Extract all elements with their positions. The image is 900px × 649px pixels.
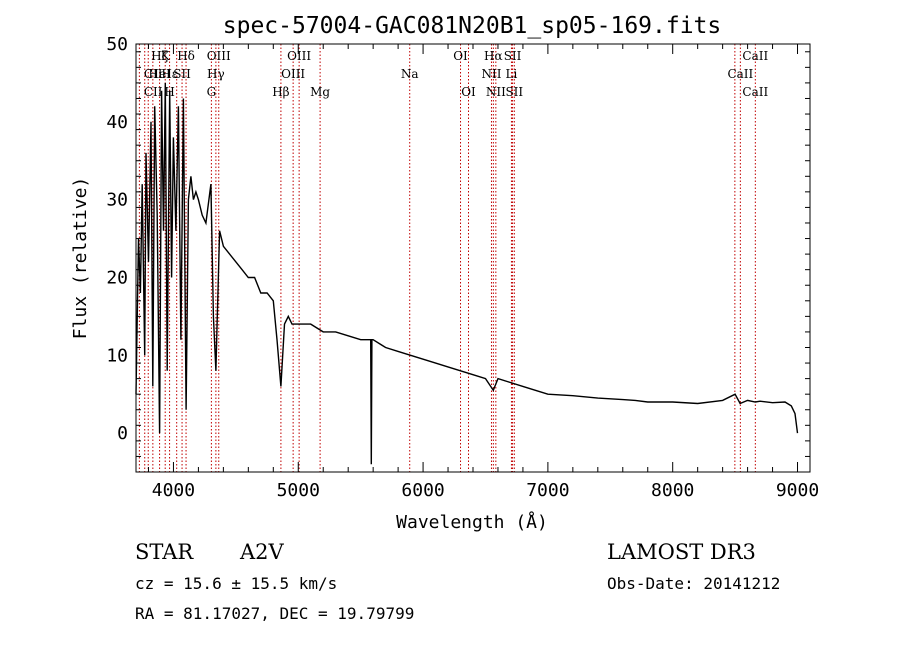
line-label: CaII (727, 67, 753, 81)
line-label: Hα (484, 49, 503, 63)
y-axis-label: Flux (relative) (70, 177, 91, 340)
line-label: G (207, 85, 217, 99)
plot-frame (135, 43, 811, 473)
line-label: NII (486, 85, 506, 99)
line-label: OIII (207, 49, 231, 63)
line-label: HeI (148, 67, 171, 81)
emission-line-markers (138, 44, 756, 472)
line-label: CII (144, 67, 163, 81)
survey-name: LAMOST DR3 (607, 540, 756, 564)
line-label: Hδ (177, 49, 195, 63)
line-label: OI (461, 85, 476, 99)
ra-dec-coordinates: RA = 81.17027, DEC = 19.79799 (135, 604, 414, 623)
line-label: SII (505, 85, 523, 99)
y-tick-label: 50 (106, 34, 128, 55)
x-tick-label: 5000 (277, 480, 320, 501)
line-label: SII (504, 49, 522, 63)
x-tick-label: 8000 (651, 480, 694, 501)
line-label: CII (144, 85, 163, 99)
line-label: SII (173, 67, 191, 81)
line-label: OI (453, 49, 468, 63)
line-label: Mg (310, 85, 330, 99)
y-axis-ticks: 0 10 20 30 40 50 (106, 34, 810, 473)
line-label: OIII (287, 49, 311, 63)
object-subclass: A2V (239, 540, 285, 564)
line-label: Hβ (272, 85, 289, 99)
redshift-cz: cz = 15.6 ± 15.5 km/s (135, 574, 337, 593)
observation-date: Obs-Date: 20141212 (607, 574, 780, 593)
x-tick-label: 7000 (526, 480, 569, 501)
chart-title: spec-57004-GAC081N20B1_sp05-169.fits (223, 13, 722, 39)
line-label: Hγ (207, 67, 225, 81)
y-tick-label: 30 (106, 190, 128, 211)
line-label: Hζ (151, 49, 168, 63)
y-tick-label: 10 (106, 345, 128, 366)
line-label: K (161, 49, 171, 63)
line-label: OIII (281, 67, 305, 81)
y-tick-label: 20 (106, 267, 128, 288)
line-label: Hε (161, 67, 178, 81)
object-class: STAR (135, 540, 194, 564)
x-tick-label: 4000 (152, 480, 195, 501)
line-label: Li (506, 67, 518, 81)
y-tick-label: 0 (117, 423, 128, 444)
x-axis-label: Wavelength (Å) (396, 511, 548, 533)
line-label: CaII (742, 85, 768, 99)
line-label: CaII (742, 49, 768, 63)
spectrum-line (135, 82, 799, 465)
x-tick-label: 9000 (776, 480, 819, 501)
line-label: Na (401, 67, 419, 81)
x-tick-label: 6000 (401, 480, 444, 501)
y-tick-label: 40 (106, 112, 128, 133)
line-label: NII (481, 67, 501, 81)
x-axis-ticks: 4000 5000 6000 7000 8000 9000 (147, 44, 819, 501)
